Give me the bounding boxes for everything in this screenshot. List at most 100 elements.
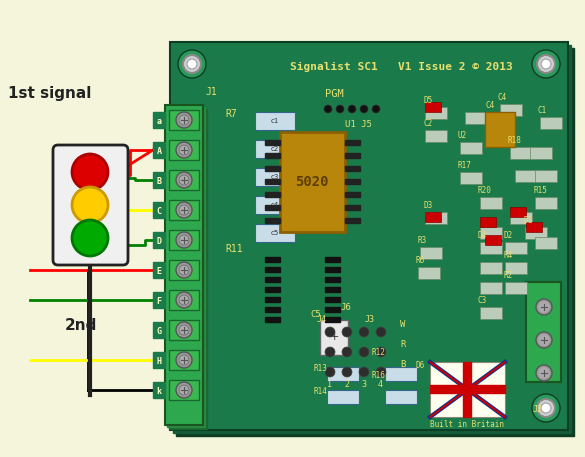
Bar — [460, 142, 482, 154]
Bar — [327, 390, 359, 404]
Bar — [425, 130, 447, 142]
Circle shape — [178, 50, 206, 78]
Text: c3: c3 — [271, 174, 279, 180]
Text: R7: R7 — [225, 109, 237, 119]
Bar — [167, 107, 205, 427]
Bar — [325, 267, 340, 272]
Bar — [55, 148, 125, 263]
Circle shape — [179, 235, 189, 245]
Text: 2: 2 — [344, 380, 349, 389]
Bar — [385, 367, 417, 381]
Text: c2: c2 — [271, 146, 279, 152]
Bar — [425, 212, 441, 222]
Text: D: D — [157, 237, 161, 245]
Circle shape — [183, 399, 201, 417]
Bar — [505, 242, 527, 254]
Circle shape — [176, 232, 192, 248]
Bar — [480, 242, 502, 254]
Bar — [500, 104, 522, 116]
Bar — [153, 352, 165, 368]
Text: A: A — [157, 147, 161, 155]
Circle shape — [179, 205, 189, 215]
Circle shape — [372, 105, 380, 113]
Circle shape — [179, 115, 189, 125]
Circle shape — [325, 347, 335, 357]
Bar — [169, 110, 199, 130]
Text: a: a — [157, 117, 161, 126]
Circle shape — [176, 292, 192, 308]
Bar — [265, 192, 280, 197]
Text: 4: 4 — [378, 380, 383, 389]
Circle shape — [179, 145, 189, 155]
Circle shape — [72, 187, 108, 223]
Bar — [169, 170, 199, 190]
Text: R15: R15 — [533, 186, 547, 195]
Bar — [465, 112, 487, 124]
Bar — [385, 390, 417, 404]
Circle shape — [536, 299, 552, 315]
Text: R12: R12 — [372, 348, 386, 357]
Text: c4: c4 — [271, 202, 279, 208]
Bar — [169, 290, 199, 310]
Bar — [430, 385, 505, 393]
Bar — [255, 224, 295, 242]
Text: J1: J1 — [205, 87, 217, 97]
Bar — [325, 317, 340, 322]
Bar — [153, 322, 165, 338]
Text: D4: D4 — [478, 231, 487, 240]
Circle shape — [537, 399, 555, 417]
Text: B: B — [400, 360, 405, 369]
Circle shape — [537, 55, 555, 73]
Text: c5: c5 — [271, 230, 279, 236]
Circle shape — [187, 59, 197, 69]
Bar — [173, 45, 571, 433]
Bar — [460, 172, 482, 184]
Circle shape — [539, 368, 549, 378]
Text: R14: R14 — [313, 387, 327, 396]
Text: 3: 3 — [361, 380, 366, 389]
Circle shape — [176, 112, 192, 128]
Bar — [265, 205, 280, 210]
Text: R16: R16 — [372, 371, 386, 380]
Bar — [320, 320, 348, 355]
Bar — [526, 222, 542, 232]
Bar — [153, 142, 165, 158]
Circle shape — [325, 327, 335, 337]
Bar — [265, 287, 280, 292]
Bar — [325, 277, 340, 282]
Bar — [265, 140, 280, 145]
Text: R: R — [400, 340, 405, 349]
Bar — [265, 277, 280, 282]
Bar — [265, 153, 280, 158]
Text: R3: R3 — [418, 236, 427, 245]
Bar — [510, 147, 532, 159]
Circle shape — [541, 59, 551, 69]
Circle shape — [176, 322, 192, 338]
Bar — [535, 170, 557, 182]
Bar — [169, 140, 199, 160]
Text: +: + — [329, 332, 339, 342]
Circle shape — [176, 262, 192, 278]
Circle shape — [72, 220, 108, 256]
Bar — [535, 237, 557, 249]
Text: J4: J4 — [317, 315, 327, 324]
Bar — [169, 380, 199, 400]
Circle shape — [348, 105, 356, 113]
Circle shape — [536, 332, 552, 348]
Circle shape — [72, 154, 108, 190]
Text: R4: R4 — [503, 251, 512, 260]
Bar — [265, 218, 280, 223]
Text: U2: U2 — [458, 131, 467, 140]
Bar — [420, 247, 442, 259]
Circle shape — [179, 325, 189, 335]
Circle shape — [324, 105, 332, 113]
Circle shape — [539, 302, 549, 312]
Bar — [255, 196, 295, 214]
Bar — [425, 102, 441, 112]
Text: C2: C2 — [423, 119, 432, 128]
Circle shape — [178, 394, 206, 422]
Circle shape — [176, 352, 192, 368]
Bar — [153, 292, 165, 308]
Text: D5: D5 — [423, 96, 432, 105]
Bar — [153, 112, 165, 128]
